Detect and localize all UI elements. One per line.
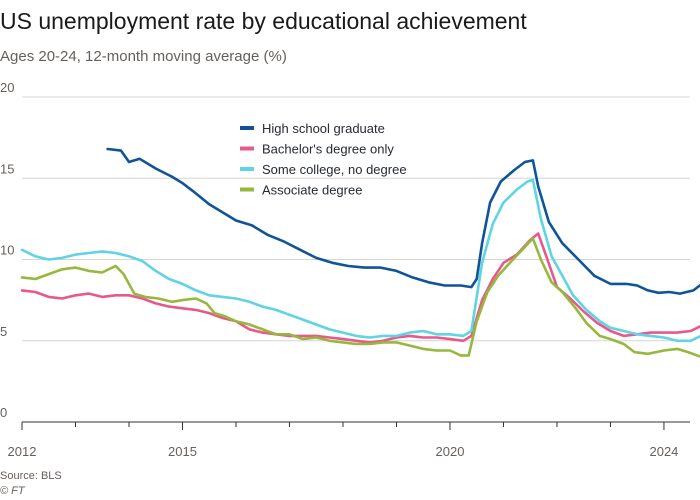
- series-line-high-school-graduate: [106, 147, 700, 295]
- chart-subtitle: Ages 20-24, 12-month moving average (%): [0, 48, 287, 65]
- x-tick-label: 2015: [168, 444, 197, 459]
- series-line-some-college-no-degree: [20, 178, 700, 343]
- legend-label-high-school-graduate: High school graduate: [262, 121, 385, 136]
- legend-swatch-associate-degree: [240, 187, 254, 192]
- y-tick-label: 10: [0, 243, 14, 258]
- x-tick-label: 2024: [649, 444, 678, 459]
- y-tick-label: 5: [0, 324, 7, 339]
- legend-swatch-some-college-no-degree: [240, 167, 254, 171]
- series-lines: [20, 147, 700, 358]
- y-tick-label: 0: [0, 405, 7, 420]
- x-tick-label: 2020: [436, 444, 465, 459]
- x-axis-ticks: 2012 2015 2020 2024: [8, 422, 678, 459]
- ft-credit: © FT: [0, 485, 25, 497]
- y-tick-label: 15: [0, 161, 14, 176]
- legend: High school graduate Bachelor's degree on…: [240, 121, 407, 198]
- y-tick-label: 20: [0, 80, 14, 95]
- legend-label-associate-degree: Associate degree: [262, 183, 362, 198]
- legend-label-bachelor-s-degree-only: Bachelor's degree only: [262, 142, 394, 157]
- y-axis-ticks: 0 5 10 15 20: [0, 80, 14, 420]
- legend-label-some-college-no-degree: Some college, no degree: [262, 162, 407, 177]
- legend-swatch-high-school-graduate: [240, 126, 254, 130]
- series-line-associate-degree: [20, 237, 700, 358]
- series-line-bachelor-s-degree-only: [20, 232, 700, 344]
- chart-title: US unemployment rate by educational achi…: [0, 8, 527, 34]
- x-tick-label: 2012: [8, 444, 37, 459]
- source-note: Source: BLS: [0, 470, 62, 482]
- legend-swatch-bachelor-s-degree-only: [240, 146, 254, 151]
